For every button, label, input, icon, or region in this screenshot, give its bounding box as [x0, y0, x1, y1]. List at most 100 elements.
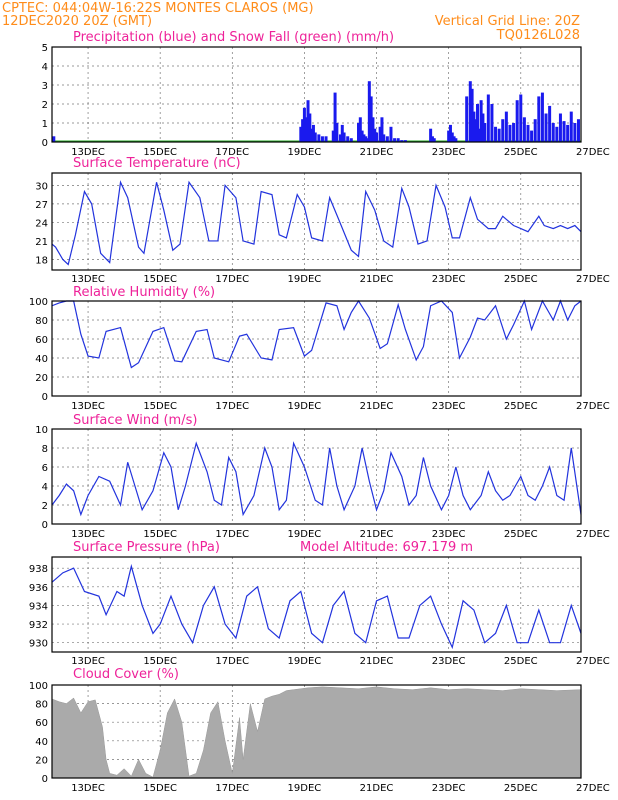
- header-grid-note: Vertical Grid Line: 20Z: [435, 14, 580, 29]
- y-tick-label: 0: [42, 520, 48, 531]
- x-tick-label: 25DEC: [504, 274, 538, 285]
- y-tick-label: 18: [35, 255, 48, 266]
- precip-bar: [338, 134, 342, 142]
- x-tick-label: 19DEC: [288, 274, 322, 285]
- y-tick-label: 8: [42, 444, 48, 455]
- y-tick-label: 20: [35, 755, 48, 766]
- precip-bar: [385, 136, 389, 142]
- precip-bar: [380, 117, 384, 142]
- y-tick-label: 40: [35, 354, 48, 365]
- y-tick-label: 80: [35, 700, 48, 711]
- precip-bar: [470, 88, 474, 142]
- y-tick-label: 5: [42, 43, 48, 54]
- precip-bar: [450, 132, 454, 142]
- y-tick-label: 24: [35, 218, 48, 229]
- precip-bar: [342, 132, 346, 142]
- precip-bar: [472, 111, 476, 142]
- x-tick-label: 25DEC: [504, 529, 538, 540]
- precip-bar: [566, 124, 570, 142]
- x-tick-label: 21DEC: [360, 783, 394, 794]
- cloud-title: Cloud Cover (%): [73, 667, 179, 682]
- x-tick-label: 23DEC: [432, 147, 466, 158]
- x-tick-label: 13DEC: [71, 274, 105, 285]
- x-tick-label: 21DEC: [360, 656, 394, 667]
- precip-bar: [299, 126, 303, 142]
- x-tick-label: 27DEC: [576, 529, 610, 540]
- panel-1: 13DEC 15DEC 17DEC 19DEC 21DEC 23DEC 25DEC 27DEC…: [35, 172, 610, 285]
- precip-bar: [483, 123, 487, 142]
- precip-bar: [389, 126, 393, 142]
- x-tick-label: 17DEC: [215, 147, 249, 158]
- panel-0: 13DEC 15DEC 17DEC 19DEC 21DEC 23DEC 25DEC 27DEC…: [42, 43, 610, 158]
- y-tick-label: 80: [35, 316, 48, 327]
- precip-bar: [308, 113, 312, 142]
- precip-bar: [468, 81, 472, 142]
- precip-bar: [486, 94, 490, 142]
- x-tick-label: 19DEC: [288, 783, 322, 794]
- y-tick-label: 4: [42, 62, 48, 73]
- x-tick-label: 19DEC: [288, 529, 322, 540]
- precip-bar: [477, 128, 481, 142]
- x-tick-label: 27DEC: [576, 401, 610, 412]
- x-tick-label: 25DEC: [504, 401, 538, 412]
- x-tick-label: 21DEC: [360, 529, 394, 540]
- x-tick-label: 13DEC: [71, 656, 105, 667]
- plot-frame: [51, 300, 582, 397]
- precip-bar: [573, 123, 577, 142]
- precip-bar: [367, 81, 371, 142]
- y-tick-label: 1: [42, 119, 48, 130]
- y-tick-label: 27: [35, 200, 48, 211]
- x-tick-label: 25DEC: [504, 783, 538, 794]
- precip-bar: [364, 136, 368, 142]
- panel-3: 13DEC 15DEC 17DEC 19DEC 21DEC 23DEC 25DEC 27DEC…: [35, 425, 610, 540]
- precip-bar: [430, 136, 434, 142]
- y-tick-label: 100: [29, 297, 48, 308]
- x-tick-label: 17DEC: [215, 656, 249, 667]
- precip-bar: [497, 128, 501, 142]
- precip-bar: [324, 136, 328, 142]
- precip-bar: [530, 130, 534, 142]
- precip-bar: [378, 126, 382, 142]
- precip-bar: [544, 113, 548, 142]
- x-tick-label: 19DEC: [288, 401, 322, 412]
- precip-bar: [52, 136, 56, 142]
- y-tick-label: 0: [42, 138, 48, 149]
- precip-bar: [562, 121, 566, 142]
- precip-bar: [304, 117, 308, 142]
- series-line: [51, 441, 582, 517]
- precip-bar: [340, 124, 344, 142]
- x-tick-label: 15DEC: [143, 274, 177, 285]
- x-tick-label: 23DEC: [432, 656, 466, 667]
- precip-bar: [474, 119, 478, 142]
- plot-frame: [51, 556, 582, 653]
- y-tick-label: 100: [29, 681, 48, 692]
- temperature-title: Surface Temperature (nC): [73, 156, 241, 171]
- pressure-title: Surface Pressure (hPa): [73, 540, 220, 555]
- x-tick-label: 23DEC: [432, 401, 466, 412]
- precip-bar: [301, 119, 305, 142]
- x-tick-label: 15DEC: [143, 656, 177, 667]
- y-tick-label: 934: [29, 601, 48, 612]
- precip-bar: [522, 117, 526, 142]
- x-tick-label: 25DEC: [504, 147, 538, 158]
- x-tick-label: 21DEC: [360, 274, 394, 285]
- x-tick-label: 23DEC: [432, 274, 466, 285]
- precip-bar: [490, 104, 494, 142]
- precip-bar: [317, 134, 321, 142]
- x-tick-label: 19DEC: [288, 656, 322, 667]
- precip-bar: [558, 113, 562, 142]
- precip-bar: [537, 96, 541, 142]
- precip-bar: [306, 100, 310, 142]
- panel-2: 13DEC 15DEC 17DEC 19DEC 21DEC 23DEC 25DEC 27DEC…: [29, 297, 610, 412]
- y-tick-label: 30: [35, 181, 48, 192]
- x-tick-label: 21DEC: [360, 147, 394, 158]
- header-code: TQ0126L028: [496, 28, 580, 43]
- precip-bar: [396, 138, 400, 142]
- precip-bar: [313, 132, 317, 142]
- precip-bar: [533, 119, 537, 142]
- precip-bar: [465, 96, 469, 142]
- y-tick-label: 2: [42, 100, 48, 111]
- precip-bar: [335, 123, 339, 142]
- precip-bar: [362, 134, 366, 142]
